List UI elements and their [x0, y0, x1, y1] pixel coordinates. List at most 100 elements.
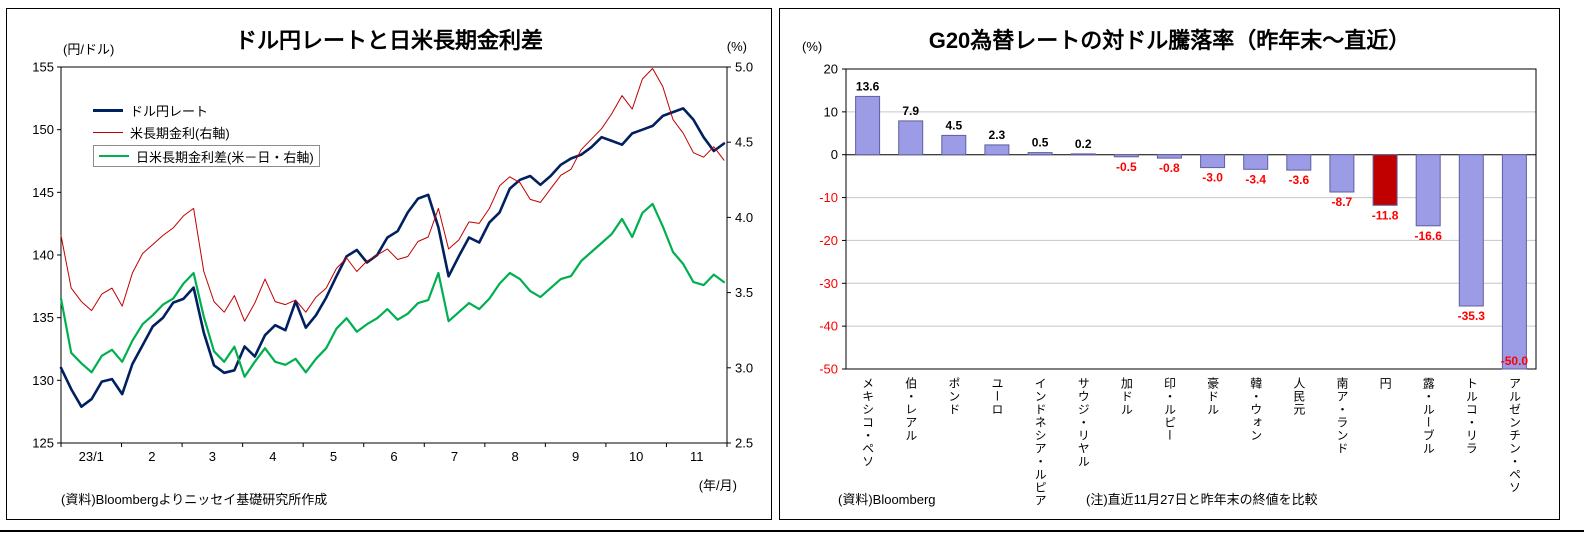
bar-value-label: -3.4 — [1245, 172, 1266, 186]
usdjpy-line-chart-panel: ドル円レートと日米長期金利差 (円/ドル) (%) 155 150 145 140 13… — [6, 8, 772, 520]
rate-spread-line — [59, 202, 726, 378]
right-chart-title: G20為替レートの対ドル騰落率（昨年末～直近） — [928, 28, 1411, 53]
x-tick-label: 2 — [148, 449, 155, 464]
spread-line-swatch — [99, 155, 129, 157]
x-tick-label: 23/1 — [79, 449, 104, 464]
left-y-tick-label: 125 — [32, 436, 54, 451]
legend-item-spread: 日米長期金利差(米－日・右軸) — [93, 145, 320, 167]
usdjpy-line-swatch — [93, 108, 123, 112]
line-chart-legend: ドル円レート 米長期金利(右軸) 日米長期金利差(米－日・右軸) — [93, 99, 320, 167]
bar — [1372, 154, 1398, 206]
bar — [1415, 154, 1441, 227]
bar-value-label: 0.2 — [1075, 137, 1092, 151]
left-y-tick-label: 130 — [32, 373, 54, 388]
bar-value-label: 13.6 — [856, 79, 880, 93]
bar-value-label: -3.0 — [1202, 171, 1223, 185]
line-chart-canvas: 155 150 145 140 135 130 125 5.0 4.5 4.0 3.5 3.0 2.5 2… — [32, 60, 753, 465]
legend-label-usdjpy: ドル円レート — [130, 103, 209, 119]
y-tick-label: -40 — [819, 319, 838, 334]
bar-value-label: -50.0 — [1501, 354, 1529, 368]
right-y-axis-unit-label: (%) — [726, 39, 747, 54]
x-tick-label: 5 — [330, 449, 337, 464]
y-tick-label: -50 — [819, 362, 838, 377]
x-axis-unit-label: (年/月) — [698, 478, 737, 493]
bar-value-label: -8.7 — [1332, 195, 1353, 209]
legend-label-spread: 日米長期金利差(米－日・右軸) — [136, 149, 314, 165]
x-tick-label: 11 — [690, 449, 704, 464]
bar-category-label: 南ア・ランド — [1334, 377, 1349, 455]
plot-frame — [60, 66, 728, 444]
legend-item-us-yield: 米長期金利(右軸) — [93, 121, 230, 143]
us-yield-line-swatch — [93, 131, 123, 133]
bar-value-label: 0.5 — [1032, 136, 1049, 150]
bar — [1070, 153, 1096, 156]
bar-category-label: サウジ・リヤル — [1076, 377, 1091, 468]
left-y-tick-label: 140 — [32, 248, 54, 263]
bar-value-label: -11.8 — [1372, 208, 1399, 222]
right-y-tick-label: 3.5 — [735, 285, 753, 300]
y-tick-label: 20 — [824, 62, 838, 77]
left-y-tick-label: 135 — [32, 310, 54, 325]
bar-value-label: -3.6 — [1288, 173, 1309, 187]
right-y-tick-label: 4.5 — [735, 135, 753, 150]
legend-item-usdjpy: ドル円レート — [93, 99, 208, 121]
bar-category-label: 印・ルピー — [1162, 377, 1177, 442]
bar-y-axis-unit-label: (%) — [802, 39, 823, 54]
bar — [1243, 154, 1269, 170]
left-y-tick-label: 145 — [32, 185, 54, 200]
bar-chart-canvas: 20 10 0 -10 -20 -30 -40 -50 13.6 7.9 4.5 2.3 0.5 0.2 -… — [819, 62, 1537, 377]
x-tick-label: 7 — [451, 449, 458, 464]
bar — [1286, 154, 1312, 171]
bar-category-label: メキシコ・ペソ — [860, 377, 875, 468]
right-y-tick-label: 5.0 — [735, 60, 753, 75]
left-y-tick-label: 150 — [32, 122, 54, 137]
bar — [1200, 154, 1226, 169]
bar-category-label: インドネシア・ルピア — [1033, 377, 1048, 507]
bar — [1113, 154, 1139, 158]
x-tick-label: 8 — [511, 449, 518, 464]
bar-value-label: 7.9 — [902, 104, 919, 118]
bar — [941, 134, 967, 156]
bar-category-label: 露・ルーブル — [1421, 377, 1436, 455]
bar-chart-area: 20 10 0 -10 -20 -30 -40 -50 13.6 7.9 4.5 2.3 0.5 0.2 -… — [784, 53, 1556, 515]
y-tick-label: -30 — [819, 276, 838, 291]
right-y-tick-label: 3.0 — [735, 360, 753, 375]
bar — [1329, 154, 1355, 193]
left-source-note: (資料)Bloombergよりニッセイ基礎研究所作成 — [61, 492, 328, 507]
bar-category-label: 伯・レアル — [903, 377, 918, 442]
bar — [898, 120, 924, 156]
bottom-divider — [0, 530, 1584, 532]
bar-category-label: 韓・ウォン — [1248, 377, 1263, 442]
bar — [855, 95, 881, 156]
g20-bar-chart-panel: G20為替レートの対ドル騰落率（昨年末～直近） (%) 20 10 0 -10 -20 -… — [779, 8, 1560, 520]
bar — [1156, 154, 1182, 159]
bar — [1458, 154, 1484, 307]
bar-value-label: 4.5 — [945, 118, 962, 132]
right-source-note: (資料)Bloomberg — [838, 492, 936, 507]
bar-value-label: -0.8 — [1159, 161, 1180, 175]
y-tick-label: -10 — [819, 190, 838, 205]
bar-category-label: アルゼンチン・ペソ — [1507, 377, 1522, 494]
bar — [984, 144, 1010, 156]
right-comparison-note: (注)直近11月27日と昨年末の終値を比較 — [1086, 492, 1318, 507]
bar-value-label: -35.3 — [1458, 309, 1486, 323]
bar — [1027, 152, 1053, 156]
legend-label-us-yield: 米長期金利(右軸) — [130, 125, 230, 141]
y-tick-label: -20 — [819, 233, 838, 248]
bar — [1501, 154, 1527, 370]
bar-value-label: 2.3 — [989, 128, 1006, 142]
plot-frame — [845, 68, 1537, 370]
left-y-tick-label: 155 — [32, 60, 54, 75]
bar-category-label: トルコ・リラ — [1464, 377, 1479, 455]
y-tick-label: 10 — [824, 104, 838, 119]
left-y-axis-unit-label: (円/ドル) — [63, 42, 115, 57]
usdjpy-line — [59, 107, 726, 409]
x-tick-label: 10 — [629, 449, 643, 464]
x-tick-label: 6 — [390, 449, 397, 464]
x-tick-label: 4 — [269, 449, 276, 464]
x-tick-label: 9 — [572, 449, 579, 464]
y-tick-label: 0 — [831, 147, 838, 162]
right-y-tick-label: 4.0 — [735, 210, 753, 225]
right-y-tick-label: 2.5 — [735, 436, 753, 451]
